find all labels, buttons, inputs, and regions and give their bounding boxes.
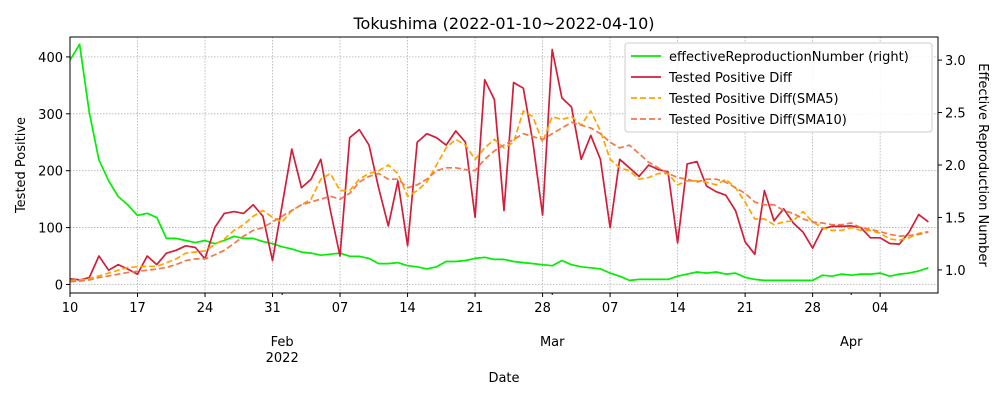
right-y-axis-ticks: 1.0 1.5 2.0 2.5 3.0 [938, 54, 966, 279]
x-tick-label: 07 [332, 301, 349, 316]
series-line-3 [69, 110, 929, 282]
x-tick-label: 21 [467, 301, 484, 316]
x-tick-label: 14 [399, 301, 416, 316]
y-right-tick-label: 3.0 [945, 54, 966, 69]
x-tick-label: 21 [737, 301, 754, 316]
left-y-axis-label: Tested Positive [14, 117, 29, 214]
x-tick-label: 17 [129, 301, 146, 316]
x-sublabel: Mar [540, 335, 565, 350]
legend-label: Tested Positive Diff(SMA5) [668, 92, 839, 107]
x-tick-label: 31 [264, 301, 281, 316]
y-tick-label: 400 [38, 51, 63, 66]
legend: effectiveReproductionNumber (right) Teste… [624, 42, 933, 133]
y-right-tick-label: 1.0 [945, 264, 966, 279]
plot-area [69, 43, 929, 283]
y-tick-label: 100 [38, 222, 63, 237]
y-tick-label: 200 [38, 165, 63, 180]
chart-title: Tokushima (2022-01-10~2022-04-10) [352, 14, 654, 33]
x-sublabel: 2022 [266, 351, 299, 366]
right-y-axis-label: Effective Reproduction Number [975, 63, 990, 267]
y-right-tick-label: 2.5 [945, 107, 966, 122]
y-tick-label: 300 [38, 108, 63, 123]
legend-box [624, 42, 933, 133]
legend-label: Tested Positive Diff [668, 71, 793, 86]
y-right-tick-label: 1.5 [945, 211, 966, 226]
x-sublabel: Feb [271, 335, 294, 350]
series-line-2 [69, 48, 929, 281]
series-line-4 [69, 121, 929, 283]
x-tick-label: 24 [197, 301, 214, 316]
x-tick-label: 14 [669, 301, 686, 316]
legend-label: Tested Positive Diff(SMA10) [668, 113, 847, 128]
x-tick-label: 28 [534, 301, 551, 316]
x-tick-label: 28 [804, 301, 821, 316]
series-line-1 [69, 43, 929, 282]
x-tick-label: 04 [872, 301, 889, 316]
x-tick-label: 07 [602, 301, 619, 316]
x-tick-label: 10 [62, 301, 79, 316]
x-axis-label: Date [488, 371, 519, 386]
y-right-tick-label: 2.0 [945, 159, 966, 174]
x-sublabel: Apr [840, 335, 863, 350]
legend-label: effectiveReproductionNumber (right) [669, 50, 909, 65]
y-tick-label: 0 [55, 278, 63, 293]
left-y-axis-ticks: 0 100 200 300 400 [38, 51, 70, 293]
